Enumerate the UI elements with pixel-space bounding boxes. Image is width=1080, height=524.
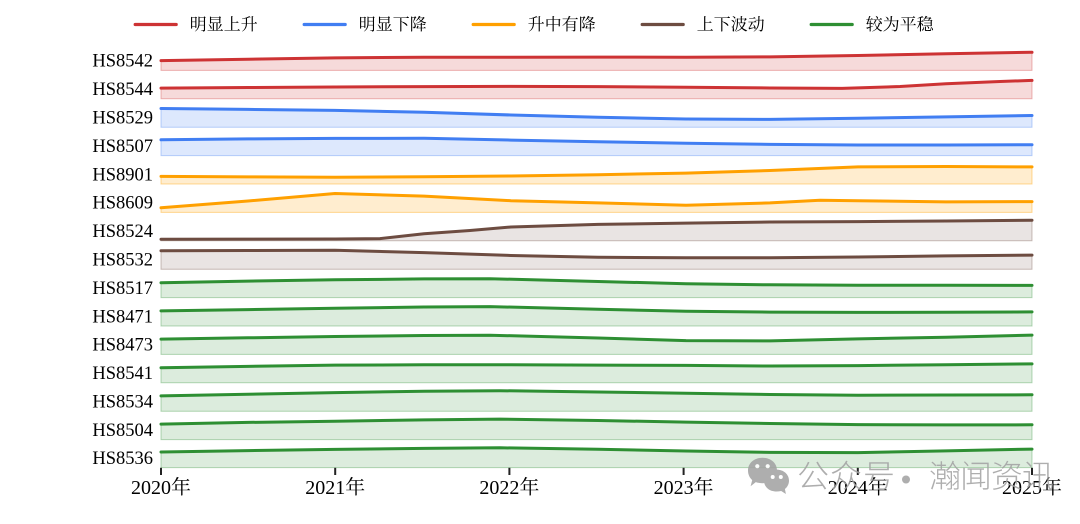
svg-text:HS8504: HS8504 [92, 421, 153, 441]
svg-text:HS8536: HS8536 [92, 449, 153, 469]
svg-text:HS8541: HS8541 [92, 364, 153, 384]
svg-text:HS8542: HS8542 [92, 52, 153, 72]
svg-text:HS8529: HS8529 [92, 109, 153, 129]
svg-text:HS8534: HS8534 [92, 393, 153, 413]
svg-text:2022: 2022 [479, 477, 519, 499]
svg-text:2025: 2025 [1002, 477, 1042, 499]
svg-text:HS8517: HS8517 [92, 279, 153, 299]
svg-text:2021: 2021 [305, 477, 345, 499]
svg-text:2020: 2020 [131, 477, 171, 499]
svg-text:2023: 2023 [654, 477, 694, 499]
svg-text:HS8524: HS8524 [92, 222, 153, 242]
svg-text:HS8532: HS8532 [92, 251, 153, 271]
svg-text:HS8609: HS8609 [92, 194, 153, 214]
svg-text:HS8901: HS8901 [92, 165, 153, 185]
svg-text:HS8473: HS8473 [92, 336, 153, 356]
svg-text:HS8507: HS8507 [92, 137, 153, 157]
svg-text:HS8544: HS8544 [92, 80, 153, 100]
svg-text:HS8471: HS8471 [92, 307, 153, 327]
